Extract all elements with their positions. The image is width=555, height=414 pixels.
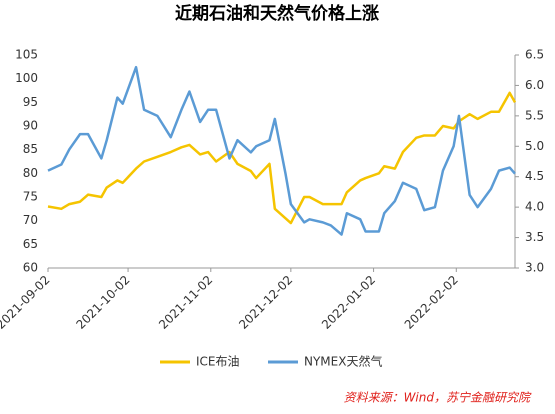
y-tick-label: 95 [23, 95, 38, 109]
legend-label: NYMEX天然气 [304, 354, 382, 369]
source-note: 资料来源：Wind，苏宁金融研究院 [344, 391, 532, 405]
y2-tick-label: 4.5 [525, 169, 544, 183]
y-tick-label: 85 [23, 142, 38, 156]
y-tick-label: 105 [15, 48, 38, 62]
y2-tick-label: 3.5 [525, 230, 544, 244]
y2-tick-label: 4.0 [525, 200, 544, 214]
x-tick-label: 2021-12-02 [236, 273, 295, 332]
x-tick-label: 2021-09-02 [0, 273, 53, 332]
series-line [47, 91, 517, 225]
x-tick-label: 2022-01-02 [319, 273, 378, 332]
y-tick-label: 65 [23, 237, 38, 251]
y-tick-label: 100 [15, 71, 38, 85]
y-tick-label: 80 [23, 166, 38, 180]
legend-label: ICE布油 [196, 355, 240, 369]
x-tick-label: 2021-10-02 [73, 273, 132, 332]
y2-tick-label: 6.0 [525, 78, 544, 92]
x-tick-label: 2021-11-02 [156, 273, 215, 332]
y2-tick-label: 6.5 [525, 48, 544, 62]
y2-tick-label: 3.0 [525, 261, 544, 275]
y-tick-label: 90 [23, 119, 38, 133]
x-tick-label: 2022-02-02 [402, 273, 461, 332]
chart-title: 近期石油和天然气价格上涨 [175, 3, 379, 24]
y2-tick-label: 5.5 [525, 108, 544, 122]
y2-tick-label: 5.0 [525, 139, 544, 153]
y-tick-label: 75 [23, 190, 38, 204]
y-tick-label: 60 [23, 261, 38, 275]
series-line [47, 65, 516, 236]
y-tick-label: 70 [23, 213, 38, 227]
